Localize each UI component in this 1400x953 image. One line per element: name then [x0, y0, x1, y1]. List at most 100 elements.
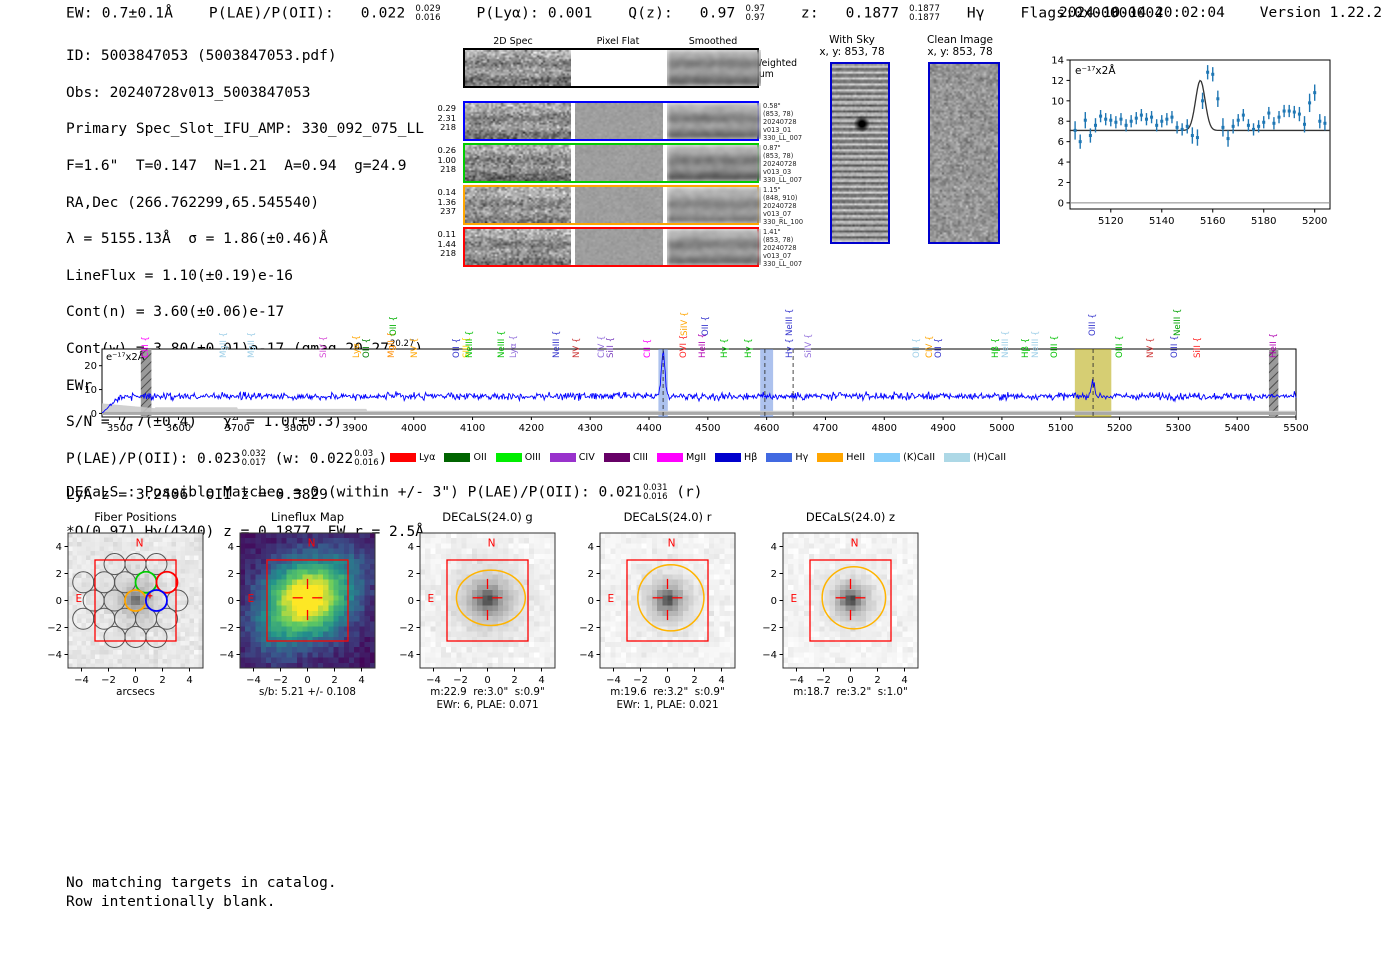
- line-id-label: OIII {: [1114, 335, 1125, 358]
- line-id-label: NV {: [410, 337, 421, 358]
- svg-text:N: N: [308, 538, 316, 550]
- svg-text:5140: 5140: [1149, 216, 1174, 227]
- header-qz-value: 0.97: [699, 5, 736, 22]
- spec2d-smoothed-strip: [667, 50, 761, 86]
- legend-swatch: [944, 453, 971, 462]
- panel-title: DECaLS(24.0) r: [623, 510, 712, 524]
- svg-text:−2: −2: [762, 623, 777, 634]
- cutout-header-clean-image: Clean Image x, y: 853, 78: [905, 34, 1015, 58]
- svg-text:−2: −2: [47, 623, 62, 634]
- svg-text:4: 4: [186, 675, 192, 686]
- line-id-label: OII {: [451, 337, 462, 358]
- panel-footer: m:19.6 re:3.2" s:0.9" EWr: 1, PLAE: 0.02…: [610, 686, 725, 711]
- sn-post: = 1.0(±0.3): [237, 414, 343, 431]
- legend-item: Hβ: [715, 452, 757, 463]
- svg-text:E: E: [75, 593, 82, 605]
- spec2d-row-stat-2: 218: [440, 248, 456, 259]
- spec2d-raw-strip: [465, 50, 571, 86]
- spec2d-row-stat-1: 1.44: [437, 238, 456, 249]
- spec2d-row-stat-1: 1.00: [437, 154, 456, 165]
- cutout-title-1: Clean Image: [926, 34, 994, 46]
- line-profile-chart: 0 2 4 6 8 10 12 14 5120 5140 5160 5180 5200 e⁻¹⁷x2Å: [1051, 56, 1331, 227]
- legend-item: (H)CaII: [944, 452, 1006, 463]
- legend-item: MgII: [657, 452, 706, 463]
- svg-text:12: 12: [1051, 76, 1064, 87]
- plae-mid: (w: 0.022: [265, 450, 354, 467]
- cutout-title-0: With Sky: [829, 34, 875, 46]
- line-id-label: HeII {: [1268, 332, 1279, 358]
- panel-title: Fiber Positions: [94, 510, 177, 524]
- spec2d-row-stats: 0.11 1.44 218: [430, 229, 456, 259]
- line-id-label: SiII {: [605, 336, 616, 358]
- svg-text:0: 0: [228, 596, 234, 607]
- svg-text:0: 0: [771, 596, 777, 607]
- line-id-label: OII {: [933, 337, 944, 358]
- info-line-id: ID: 5003847053 (5003847053.pdf): [66, 48, 337, 65]
- spec2d-row-stat-2: 218: [440, 122, 456, 133]
- line-id-label: MgII {: [246, 331, 257, 358]
- svg-text:2: 2: [1058, 178, 1064, 189]
- svg-text:4900: 4900: [930, 423, 955, 434]
- line-id-label: Lyα {: [351, 335, 362, 358]
- spec2d-row-stat-2: 237: [440, 206, 456, 217]
- line-id-label: MgII {: [218, 331, 229, 358]
- spec2d-raw-strip: [465, 229, 571, 265]
- svg-text:−4: −4: [606, 675, 621, 686]
- svg-text:10: 10: [1051, 96, 1064, 107]
- svg-text:2: 2: [588, 569, 594, 580]
- svg-text:−2: −2: [633, 675, 648, 686]
- panel-footer: m:18.7 re:3.2" s:1.0": [793, 686, 908, 698]
- header-plae-lo: 0.016: [415, 12, 441, 23]
- cont-w-hi: 20.27: [390, 339, 415, 350]
- svg-text:3600: 3600: [166, 423, 191, 434]
- cutout-coords-1: x, y: 853, 78: [927, 46, 993, 58]
- svg-text:4700: 4700: [813, 423, 838, 434]
- spec2d-row-meta: 0.87" (853, 78) 20240728 v013_03 330_LL_…: [763, 144, 803, 185]
- svg-text:4: 4: [228, 542, 234, 553]
- line-id-label: Hγ {: [720, 338, 731, 358]
- spec2d-pixel-flat-strip: [575, 103, 663, 139]
- svg-text:3700: 3700: [225, 423, 250, 434]
- legend-item: OII: [444, 452, 487, 463]
- svg-text:4: 4: [56, 542, 62, 553]
- svg-text:0: 0: [132, 675, 138, 686]
- spec2d-row-stats: 0.29 2.31 218: [430, 103, 456, 133]
- svg-text:N: N: [488, 538, 496, 550]
- header-z-line: Hγ: [966, 5, 985, 22]
- info-line-specslot: Primary Spec_Slot_IFU_AMP: 330_092_075_L…: [66, 121, 424, 138]
- panel-title: DECaLS(24.0) z: [805, 510, 896, 524]
- legend-item: CIII: [603, 452, 648, 463]
- legend-swatch: [657, 453, 684, 462]
- svg-text:5120: 5120: [1098, 216, 1123, 227]
- spec2d-row-meta: 0.58" (853, 78) 20240728 v013_01 330_LL_…: [763, 102, 803, 143]
- header-plya: P(Lyα): 0.001: [476, 5, 593, 22]
- svg-text:N: N: [668, 538, 676, 550]
- svg-text:N: N: [136, 538, 144, 550]
- header-version: Version 1.22.2: [1259, 5, 1382, 21]
- svg-text:5400: 5400: [1224, 423, 1249, 434]
- plae-post: ): [378, 450, 388, 467]
- svg-text:−4: −4: [579, 650, 594, 661]
- svg-text:−4: −4: [74, 675, 89, 686]
- legend-label: (K)CaII: [903, 452, 936, 463]
- emission-line-legend: Lyα OII OIII CIV CIII MgII Hβ Hγ HeII (K)CaII (H)C…: [390, 452, 1006, 463]
- svg-text:14: 14: [1051, 56, 1064, 67]
- decals-summary-hi: 0.031: [643, 483, 668, 493]
- line-id-label: OII {: [362, 337, 373, 358]
- line-id-label: SiIV {: [680, 311, 691, 336]
- line-id-label: OII {: [701, 315, 712, 336]
- svg-text:E: E: [247, 593, 254, 605]
- plae-w-hi: 0.03: [354, 449, 374, 460]
- header-z-value: 0.1877: [845, 5, 900, 22]
- svg-text:3900: 3900: [342, 423, 367, 434]
- spec2d-raw-strip: [465, 145, 571, 181]
- svg-text:4300: 4300: [577, 423, 602, 434]
- panel-0: −4 −4 −2 −2 0 0 2 2 4 4 N E: [47, 532, 204, 686]
- svg-text:−2: −2: [453, 675, 468, 686]
- svg-text:5200: 5200: [1107, 423, 1132, 434]
- line-id-label: SiIV {: [803, 333, 814, 358]
- svg-text:4: 4: [588, 542, 594, 553]
- panel-footer: m:22.9 re:3.0" s:0.9" EWr: 6, PLAE: 0.07…: [430, 686, 545, 711]
- panel-image: [600, 533, 735, 668]
- panel-4: −4 −4 −2 −2 0 0 2 2 4 4 N E: [762, 532, 919, 686]
